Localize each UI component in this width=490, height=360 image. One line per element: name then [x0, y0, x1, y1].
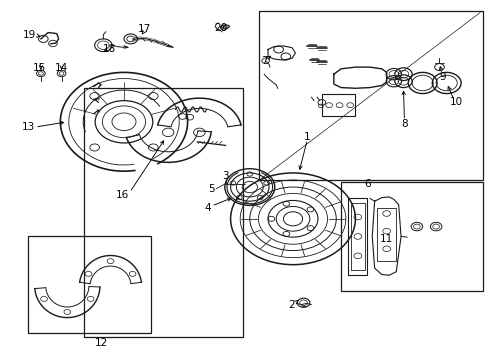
Bar: [341, 182, 483, 291]
Text: 4: 4: [204, 203, 211, 213]
Text: 5: 5: [208, 184, 215, 194]
Text: 11: 11: [380, 234, 393, 244]
Text: 15: 15: [33, 63, 46, 73]
Text: 2: 2: [289, 300, 295, 310]
Text: 6: 6: [364, 179, 371, 189]
Text: 16: 16: [116, 190, 129, 200]
Text: 9: 9: [440, 72, 446, 82]
Text: 3: 3: [222, 171, 229, 181]
Bar: [84, 88, 243, 337]
Bar: [259, 11, 483, 180]
Bar: [28, 237, 151, 333]
Text: 18: 18: [103, 45, 116, 54]
Bar: [377, 208, 396, 261]
Text: 13: 13: [22, 122, 35, 132]
Bar: [322, 94, 355, 117]
Text: 19: 19: [23, 30, 36, 40]
Text: 17: 17: [138, 24, 151, 34]
Text: 1: 1: [304, 132, 311, 142]
Text: 8: 8: [401, 118, 408, 129]
Text: 14: 14: [55, 63, 68, 73]
Bar: [351, 203, 365, 270]
Text: 20: 20: [215, 23, 227, 33]
Text: 7: 7: [261, 56, 268, 66]
Text: 12: 12: [94, 338, 108, 348]
Text: 10: 10: [450, 98, 463, 107]
